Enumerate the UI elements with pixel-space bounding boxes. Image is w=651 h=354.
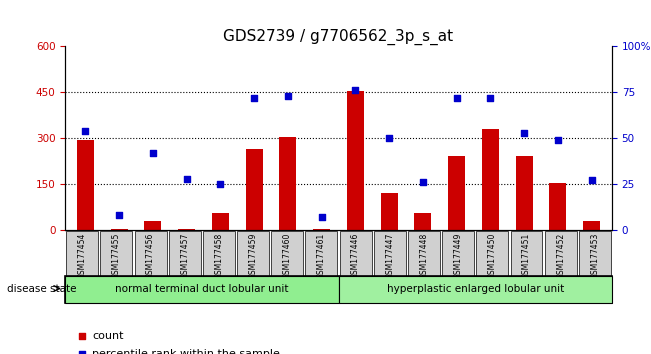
Point — [283, 93, 293, 98]
Point — [215, 181, 226, 187]
FancyBboxPatch shape — [65, 276, 339, 303]
Text: normal terminal duct lobular unit: normal terminal duct lobular unit — [115, 284, 288, 295]
Text: GSM177450: GSM177450 — [488, 233, 497, 279]
FancyBboxPatch shape — [510, 230, 542, 276]
Point — [249, 95, 259, 101]
FancyBboxPatch shape — [477, 230, 508, 276]
Text: GSM177458: GSM177458 — [214, 233, 223, 279]
FancyBboxPatch shape — [169, 230, 201, 276]
FancyBboxPatch shape — [374, 230, 406, 276]
Point — [148, 150, 158, 156]
FancyBboxPatch shape — [203, 230, 235, 276]
Text: hyperplastic enlarged lobular unit: hyperplastic enlarged lobular unit — [387, 284, 564, 295]
Point — [451, 95, 462, 101]
Text: GSM177447: GSM177447 — [385, 233, 395, 279]
Text: GSM177454: GSM177454 — [77, 233, 87, 279]
Bar — [549, 183, 566, 230]
FancyBboxPatch shape — [271, 230, 303, 276]
Point — [418, 179, 428, 185]
Point — [182, 176, 192, 181]
Text: GSM177449: GSM177449 — [454, 233, 463, 279]
FancyBboxPatch shape — [305, 230, 337, 276]
Title: GDS2739 / g7706562_3p_s_at: GDS2739 / g7706562_3p_s_at — [223, 28, 454, 45]
Text: GSM177446: GSM177446 — [351, 233, 360, 279]
Bar — [415, 213, 432, 230]
Point — [485, 95, 495, 101]
Bar — [449, 156, 465, 230]
Text: GSM177451: GSM177451 — [522, 233, 531, 279]
Text: GSM177457: GSM177457 — [180, 233, 189, 279]
Point — [519, 130, 529, 135]
Text: GSM177452: GSM177452 — [556, 233, 565, 279]
Text: GSM177448: GSM177448 — [419, 233, 428, 279]
FancyBboxPatch shape — [100, 230, 132, 276]
Text: GSM177453: GSM177453 — [590, 233, 600, 279]
Text: GSM177455: GSM177455 — [112, 233, 121, 279]
Point — [80, 128, 90, 133]
Bar — [279, 137, 296, 230]
Text: percentile rank within the sample: percentile rank within the sample — [92, 349, 281, 354]
Point — [553, 137, 563, 143]
Bar — [313, 229, 330, 230]
FancyBboxPatch shape — [545, 230, 577, 276]
FancyBboxPatch shape — [339, 276, 612, 303]
FancyBboxPatch shape — [340, 230, 372, 276]
FancyBboxPatch shape — [66, 230, 98, 276]
FancyBboxPatch shape — [135, 230, 167, 276]
Bar — [516, 156, 533, 230]
Text: GSM177459: GSM177459 — [249, 233, 258, 279]
Point — [350, 87, 361, 93]
Bar — [145, 221, 161, 230]
Point — [482, 172, 493, 178]
Text: disease state: disease state — [7, 284, 76, 293]
Bar — [111, 229, 128, 230]
Bar — [178, 229, 195, 230]
FancyBboxPatch shape — [442, 230, 474, 276]
Bar — [212, 213, 229, 230]
Point — [316, 215, 327, 220]
FancyBboxPatch shape — [408, 230, 440, 276]
Bar — [583, 221, 600, 230]
Text: GSM177456: GSM177456 — [146, 233, 155, 279]
Bar — [245, 149, 262, 230]
Bar — [381, 193, 398, 230]
Text: count: count — [92, 331, 124, 341]
FancyBboxPatch shape — [579, 230, 611, 276]
Point — [384, 135, 395, 141]
Bar — [482, 129, 499, 230]
Point — [114, 212, 124, 218]
Point — [587, 178, 597, 183]
Bar — [77, 139, 94, 230]
Text: GSM177461: GSM177461 — [317, 233, 326, 279]
Text: GSM177460: GSM177460 — [283, 233, 292, 279]
Bar — [347, 91, 364, 230]
Point — [482, 333, 493, 339]
FancyBboxPatch shape — [237, 230, 269, 276]
